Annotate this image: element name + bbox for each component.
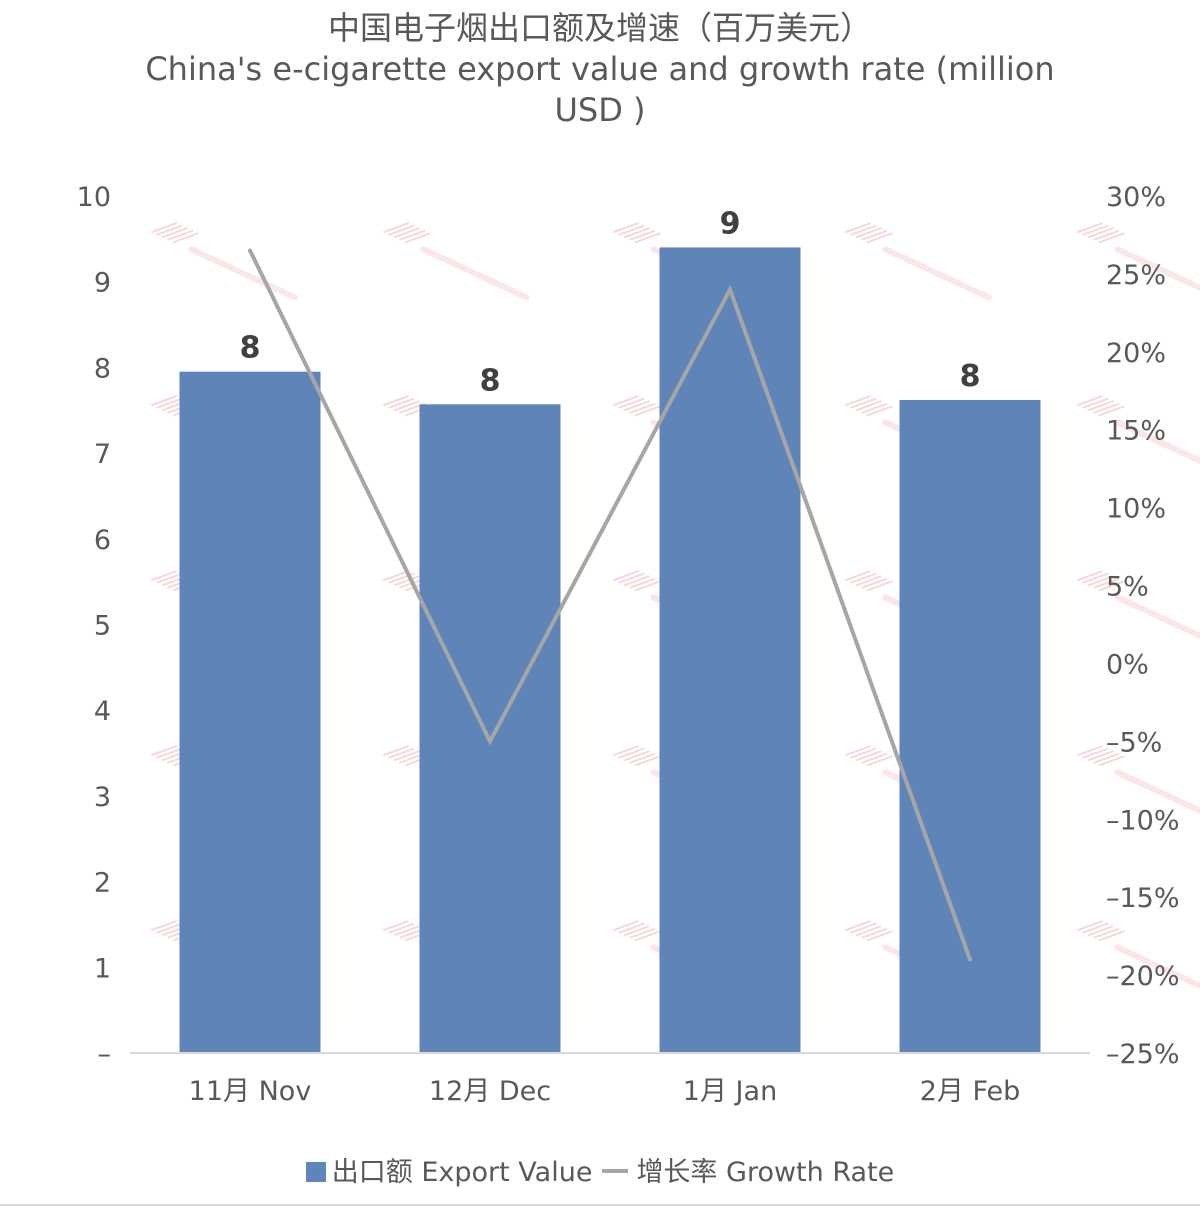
legend-bar-label: 出口额 Export Value xyxy=(331,1157,593,1188)
chart-subtitle: China's e-cigarette export value and gro… xyxy=(145,50,1055,129)
x-tick-label: 12月 Dec xyxy=(429,1076,551,1107)
right-tick-label: –5% xyxy=(1106,727,1162,758)
growth-rate-point-2 xyxy=(728,287,732,292)
right-tick-label: –10% xyxy=(1106,805,1180,836)
watermark-mark xyxy=(1077,920,1200,999)
legend-line-label: 增长率 Growth Rate xyxy=(636,1157,895,1188)
bar-0 xyxy=(179,371,321,1053)
bar-3 xyxy=(899,400,1041,1053)
right-tick-label: 10% xyxy=(1106,494,1166,525)
right-tick-label: 15% xyxy=(1106,416,1166,447)
data-labels: 8 8 9 8 xyxy=(240,206,981,398)
growth-rate-point-0 xyxy=(248,248,252,253)
legend: 出口额 Export Value 增长率 Growth Rate xyxy=(0,1150,1200,1189)
left-tick-label: 8 xyxy=(94,353,111,384)
chart-title-block: 中国电子烟出口额及增速（百万美元） China's e-cigarette ex… xyxy=(0,8,1200,131)
left-tick-label: 9 xyxy=(94,268,111,299)
watermark-mark xyxy=(1077,570,1200,649)
left-tick-label: 7 xyxy=(94,439,111,470)
watermark-mark xyxy=(1077,222,1200,301)
left-tick-label: 4 xyxy=(94,696,111,727)
right-tick-label: 20% xyxy=(1106,338,1166,369)
growth-rate-point-3 xyxy=(968,957,972,962)
line-series xyxy=(248,248,972,962)
watermark-mark xyxy=(1077,745,1200,824)
left-tick-label: – xyxy=(98,1039,112,1070)
x-tick-label: 2月 Feb xyxy=(920,1076,1021,1107)
left-tick-label: 1 xyxy=(94,953,111,984)
growth-rate-point-1 xyxy=(488,739,492,744)
right-axis-ticks: –25% –20% –15% –10% –5% 0% 5% 10% 15% 20% 25% 30% xyxy=(1106,182,1180,1070)
left-axis-ticks: – 1 2 3 4 5 6 7 8 9 10 xyxy=(77,182,111,1070)
right-tick-label: 30% xyxy=(1106,182,1166,213)
left-tick-label: 3 xyxy=(94,782,111,813)
right-tick-label: –20% xyxy=(1106,961,1180,992)
watermark-mark xyxy=(383,222,530,301)
bar-2 xyxy=(659,247,801,1053)
right-tick-label: 25% xyxy=(1106,260,1166,291)
left-tick-label: 10 xyxy=(77,182,111,213)
left-tick-label: 2 xyxy=(94,868,111,899)
data-label-1: 8 xyxy=(480,363,501,398)
watermark-mark xyxy=(151,222,298,301)
left-tick-label: 6 xyxy=(94,525,111,556)
legend-bar-swatch xyxy=(305,1162,326,1182)
right-tick-label: 5% xyxy=(1106,572,1149,603)
x-axis-labels: 11月 Nov 12月 Dec 1月 Jan 2月 Feb xyxy=(189,1076,1021,1107)
growth-rate-line xyxy=(248,249,972,961)
left-tick-label: 5 xyxy=(94,611,111,642)
data-label-2: 9 xyxy=(720,206,741,241)
watermark-mark xyxy=(1077,395,1200,474)
data-label-3: 8 xyxy=(960,359,981,394)
chart-plot: – 1 2 3 4 5 6 7 8 9 10 –25% –20% –15% –10% –5% 0% 5% 10% 1… xyxy=(77,182,1200,1107)
chart-title: 中国电子烟出口额及增速（百万美元） xyxy=(327,9,872,47)
data-label-0: 8 xyxy=(240,331,261,366)
bar-1 xyxy=(419,404,561,1053)
x-tick-label: 1月 Jan xyxy=(683,1076,777,1107)
right-tick-label: –25% xyxy=(1106,1039,1180,1070)
legend-line-swatch xyxy=(602,1169,629,1173)
bottom-divider xyxy=(0,1204,1200,1206)
right-tick-label: 0% xyxy=(1106,650,1149,681)
x-tick-label: 11月 Nov xyxy=(189,1076,312,1107)
watermark-mark xyxy=(845,222,992,301)
right-tick-label: –15% xyxy=(1106,883,1180,914)
